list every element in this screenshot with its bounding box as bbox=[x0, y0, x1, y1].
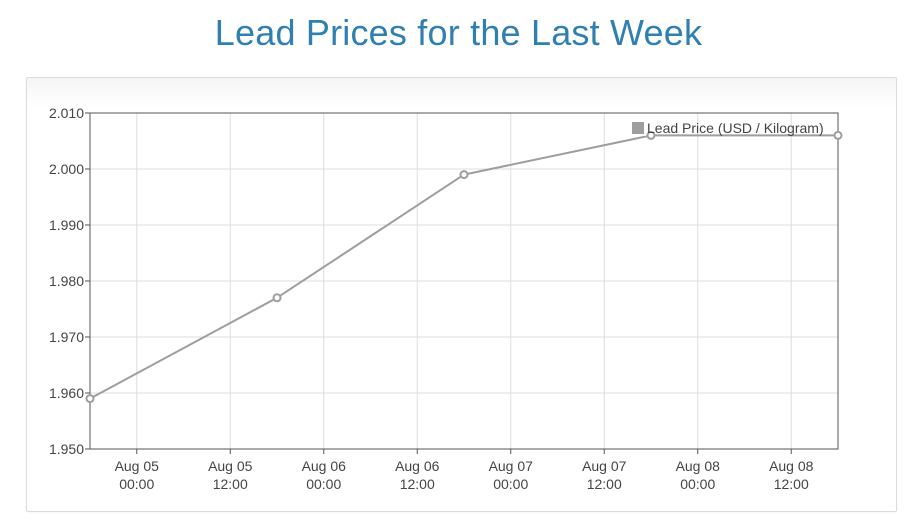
x-tick-label-date: Aug 07 bbox=[582, 458, 627, 474]
y-tick-label: 2.010 bbox=[49, 105, 84, 121]
x-tick-label-time: 00:00 bbox=[119, 476, 154, 492]
y-tick-label: 1.950 bbox=[49, 441, 84, 457]
series-layer bbox=[87, 132, 842, 402]
legend-swatch bbox=[631, 121, 645, 135]
data-point[interactable] bbox=[274, 294, 281, 301]
y-tick-label: 1.990 bbox=[49, 217, 84, 233]
x-tick-label-time: 00:00 bbox=[493, 476, 528, 492]
x-tick-label-date: Aug 08 bbox=[769, 458, 814, 474]
y-axis-ticks: 1.950 1.960 1.970 1.980 1.990 2.000 2.010 bbox=[49, 105, 90, 457]
x-tick-label-date: Aug 08 bbox=[676, 458, 721, 474]
data-point[interactable] bbox=[87, 395, 94, 402]
x-tick-label-date: Aug 06 bbox=[395, 458, 440, 474]
legend-label: Lead Price (USD / Kilogram) bbox=[647, 120, 824, 136]
y-tick-label: 1.960 bbox=[49, 385, 84, 401]
x-axis-ticks: Aug 05 00:00 Aug 05 12:00 Aug 06 00:00 Aug 06 1… bbox=[115, 449, 814, 492]
page-title: Lead Prices for the Last Week bbox=[0, 12, 917, 54]
line-chart: 1.950 1.960 1.970 1.980 1.990 2.000 2.010 Aug … bbox=[27, 78, 896, 511]
x-tick-label-time: 00:00 bbox=[306, 476, 341, 492]
y-tick-label: 1.970 bbox=[49, 329, 84, 345]
chart-panel: 1.950 1.960 1.970 1.980 1.990 2.000 2.010 Aug … bbox=[26, 77, 897, 512]
x-tick-label-date: Aug 05 bbox=[208, 458, 253, 474]
x-tick-label-time: 12:00 bbox=[213, 476, 248, 492]
y-tick-label: 2.000 bbox=[49, 161, 84, 177]
legend-item[interactable]: Lead Price (USD / Kilogram) bbox=[631, 120, 824, 136]
x-tick-label-date: Aug 05 bbox=[115, 458, 160, 474]
x-tick-label-date: Aug 07 bbox=[489, 458, 534, 474]
x-tick-label-time: 12:00 bbox=[400, 476, 435, 492]
grid-lines bbox=[90, 113, 838, 449]
data-point[interactable] bbox=[835, 132, 842, 139]
y-tick-label: 1.980 bbox=[49, 273, 84, 289]
x-tick-label-time: 00:00 bbox=[680, 476, 715, 492]
x-tick-label-time: 12:00 bbox=[774, 476, 809, 492]
x-tick-label-date: Aug 06 bbox=[302, 458, 347, 474]
x-tick-label-time: 12:00 bbox=[587, 476, 622, 492]
legend[interactable]: Lead Price (USD / Kilogram) bbox=[631, 120, 824, 136]
data-point[interactable] bbox=[461, 171, 468, 178]
